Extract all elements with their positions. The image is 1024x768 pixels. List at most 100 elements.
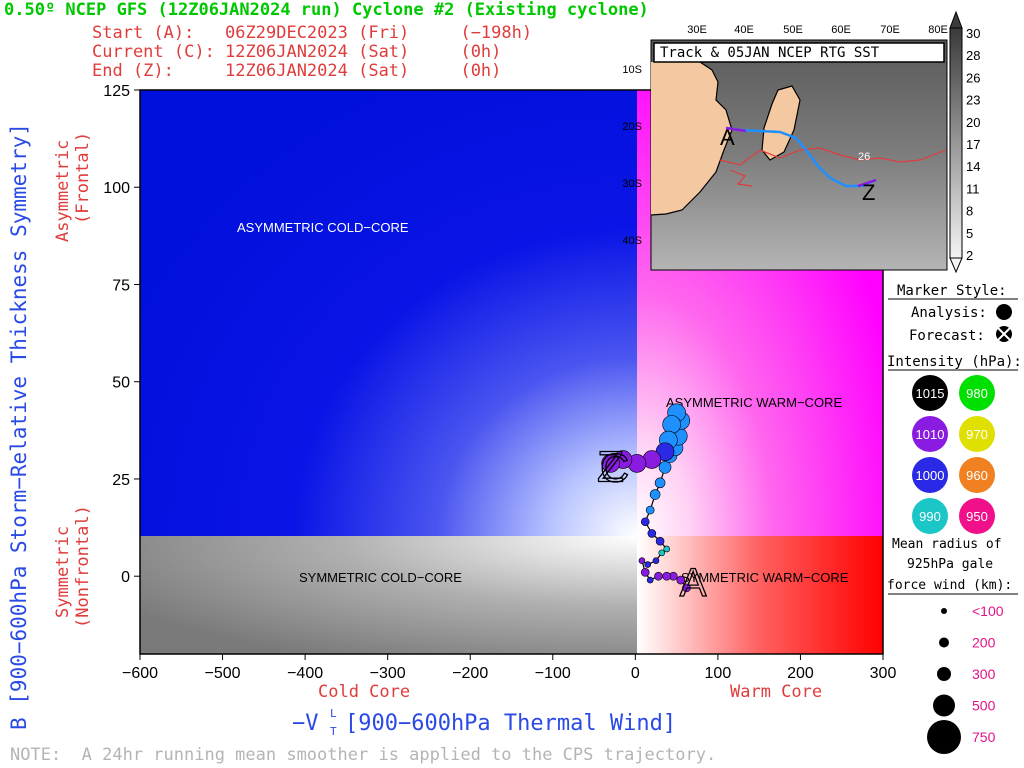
inset-lon-label: 60E <box>831 24 851 36</box>
radius-title-1: Mean radius of <box>892 537 1002 552</box>
region-sym-warm: SYMMETRIC WARM−CORE <box>681 570 849 585</box>
intensity-swatch <box>959 375 995 411</box>
intensity-swatch <box>912 498 948 534</box>
sym-cold-region <box>140 536 637 654</box>
track-point <box>601 454 620 473</box>
intensity-label: 950 <box>966 509 988 524</box>
region-asym-warm: ASYMMETRIC WARM−CORE <box>666 395 842 410</box>
asym-label-1: Asymmetric <box>53 140 73 242</box>
inset-lon-label: 80E <box>928 24 948 36</box>
x-axis-label-sub-top: L <box>330 707 337 720</box>
inset-title-box <box>653 42 945 63</box>
colorbar-label: 28 <box>966 48 980 63</box>
x-tick-label: −500 <box>205 665 241 682</box>
asym-label-2: (Frontal) <box>73 132 93 224</box>
radius-swatch <box>927 720 961 754</box>
radius-label: 200 <box>972 635 996 651</box>
track-point <box>663 545 671 553</box>
analysis-label: Analysis: <box>911 305 987 321</box>
y-tick-label: 125 <box>103 83 130 100</box>
footer-note: NOTE: A 24hr running mean smoother is ap… <box>10 745 716 765</box>
inset-lat-label: 10S <box>622 64 642 76</box>
radius-swatch <box>939 637 949 648</box>
intensity-label: 990 <box>919 509 941 524</box>
track-point <box>649 489 661 500</box>
colorbar-top-arrow <box>949 10 963 29</box>
inset-start-marker: A <box>720 125 735 150</box>
marker-style-title: Marker Style: <box>897 283 1007 299</box>
inset-lon-label: 40E <box>734 24 754 36</box>
africa-coast <box>650 61 733 216</box>
start-line: Start (A): 06Z29DEC2023 (Fri) (−198h) <box>92 23 532 43</box>
x-tick-label: 100 <box>705 665 732 682</box>
colorbar-label: 26 <box>966 70 980 85</box>
colorbar-label: 23 <box>966 93 980 108</box>
region-asym-cold: ASYMMETRIC COLD−CORE <box>237 220 409 235</box>
cyclone-track: A ZC <box>596 403 707 606</box>
madagascar-coast <box>761 85 801 161</box>
x-tick-label: 0 <box>631 665 640 682</box>
sst-colorbar: 30 28 26 23 20 17 14 11 8 5 2 <box>949 10 980 274</box>
y-tick-label: 50 <box>112 375 130 392</box>
x-axis-label-sub-bottom: T <box>330 725 337 738</box>
x-tick-label: −300 <box>370 665 406 682</box>
inset-lon-labels: 30E 40E 50E 60E 70E 80E <box>687 24 948 36</box>
intensity-label: 1000 <box>916 468 945 483</box>
region-sym-cold: SYMMETRIC COLD−CORE <box>299 570 462 585</box>
colorbar-bottom-arrow <box>949 257 963 274</box>
track-point <box>640 517 650 527</box>
track-point <box>646 576 654 584</box>
inset-title: Track & 05JAN NCEP RTG SST <box>660 45 880 61</box>
end-line: End (Z): 12Z06JAN2024 (Sat) (0h) <box>92 61 501 81</box>
y-axis-label: B [900−600hPa Storm−Relative Thickness S… <box>7 123 31 730</box>
end-marker-Z: Z <box>597 442 624 491</box>
intensity-swatch <box>959 498 995 534</box>
forecast-marker-icon <box>996 326 1012 342</box>
intensity-legend: 1015 980 1010 970 1000 960 990 950 <box>912 375 995 534</box>
inset-lat-label: 30S <box>622 178 642 190</box>
current-marker-C: C <box>600 446 629 490</box>
inset-track-end <box>857 178 877 188</box>
legend: Marker Style: Analysis: Forecast: Intens… <box>887 283 1022 754</box>
intensity-label: 980 <box>966 386 988 401</box>
colorbar-body <box>949 27 963 259</box>
intensity-label: 970 <box>966 427 988 442</box>
inset-track-start <box>725 126 747 133</box>
warm-core-label: Warm Core <box>730 682 822 702</box>
intensity-swatch <box>912 457 948 493</box>
sym-warm-region <box>637 536 883 654</box>
inset-lat-labels: 10S 20S 30S 40S <box>622 64 642 247</box>
analysis-marker-icon <box>996 304 1012 320</box>
colorbar-label: 8 <box>966 204 973 219</box>
track-point <box>662 571 672 581</box>
radius-label: 300 <box>972 666 996 682</box>
inset-lon-label: 30E <box>687 24 707 36</box>
sst-26-contour-b <box>729 169 753 187</box>
x-tick-label: −400 <box>287 665 323 682</box>
inset-end-marker: Z <box>862 180 875 205</box>
x-axis-label: −V [900−600hPa Thermal Wind] <box>292 711 676 736</box>
radius-swatch <box>941 608 947 614</box>
colorbar-label: 30 <box>966 26 980 41</box>
intensity-swatch <box>959 416 995 452</box>
madagascar-land <box>762 86 800 160</box>
radius-swatch <box>933 694 955 717</box>
start-marker-A: A <box>680 561 707 605</box>
plot-frame <box>139 89 884 655</box>
inset-lon-label: 70E <box>880 24 900 36</box>
radius-swatch <box>937 667 951 681</box>
colorbar-label: 2 <box>966 248 973 263</box>
track-point <box>640 568 650 577</box>
track-point <box>662 415 681 434</box>
radius-title-3: force wind (km): <box>887 578 1012 593</box>
y-tick-label: 75 <box>112 277 130 294</box>
contour-label: 26 <box>858 151 870 163</box>
track-point <box>682 583 691 593</box>
colorbar-label: 11 <box>966 181 980 196</box>
intensity-label: 960 <box>966 468 988 483</box>
radius-label: 750 <box>972 729 996 745</box>
inset-lon-label: 50E <box>783 24 803 36</box>
intensity-title: Intensity (hPa): <box>887 354 1022 370</box>
cold-core-label: Cold Core <box>318 682 410 702</box>
